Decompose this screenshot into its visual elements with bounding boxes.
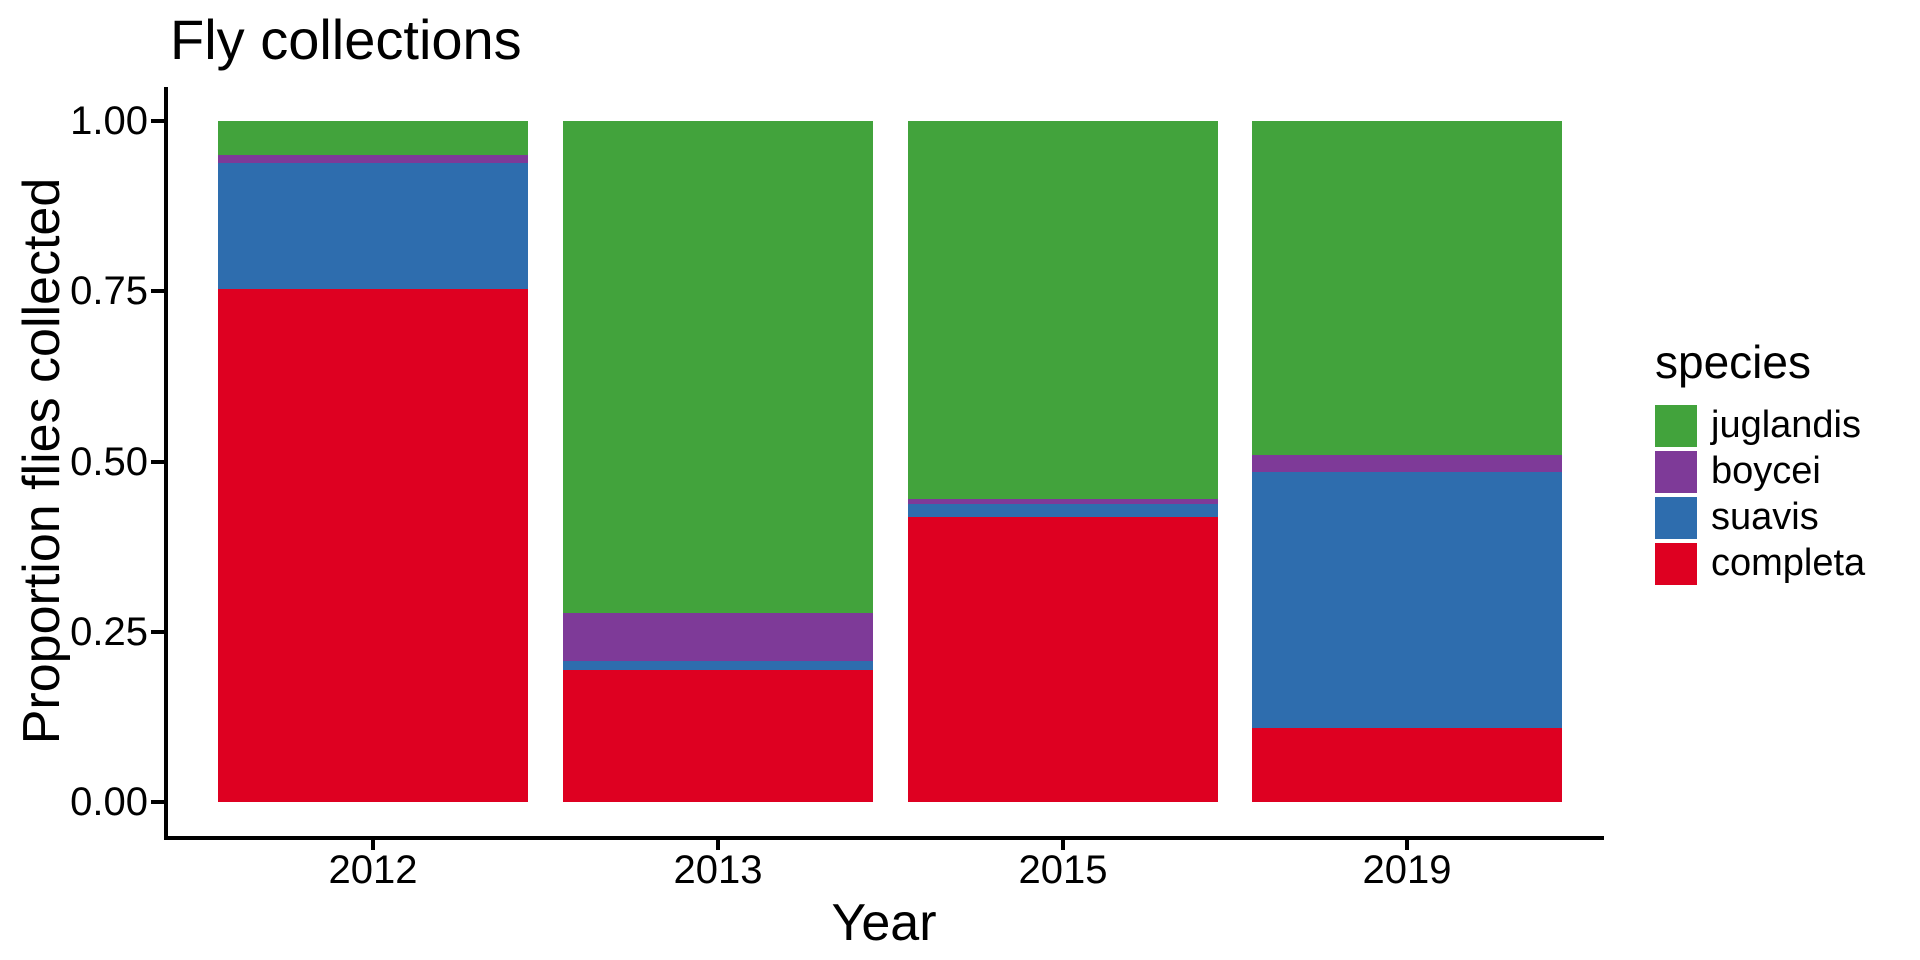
bar-segment-juglandis-2019 — [1252, 121, 1562, 455]
y-tick-mark — [151, 119, 165, 123]
legend-swatch-completa — [1655, 542, 1697, 585]
y-tick-mark — [151, 800, 165, 804]
bar-segment-suavis-2015 — [908, 503, 1218, 517]
bar-segment-suavis-2012 — [218, 163, 528, 290]
bar-segment-juglandis-2012 — [218, 121, 528, 156]
x-tick-label: 2015 — [1018, 848, 1108, 892]
legend-swatch-boycei — [1655, 450, 1697, 493]
y-tick-label: 0.50 — [70, 439, 148, 484]
y-tick-label: 0.75 — [70, 269, 148, 314]
legend-label: suavis — [1711, 496, 1819, 539]
legend-label: juglandis — [1711, 404, 1861, 447]
legend-row: suavis — [1655, 496, 1865, 539]
x-tick-mark — [1405, 836, 1409, 850]
y-tick-mark — [151, 459, 165, 464]
bar-segment-suavis-2019 — [1252, 471, 1562, 728]
x-tick-label: 2013 — [673, 848, 763, 892]
legend-label: boycei — [1711, 450, 1821, 493]
bar-segment-juglandis-2013 — [563, 121, 873, 613]
bar-segment-boycei-2015 — [908, 498, 1218, 504]
bar-segment-boycei-2012 — [218, 155, 528, 164]
legend-label: completa — [1711, 542, 1866, 585]
legend-row: completa — [1655, 542, 1866, 585]
legend-swatch-juglandis — [1655, 404, 1697, 447]
y-tick-label: 0.00 — [70, 780, 148, 824]
bar-segment-completa-2013 — [563, 669, 873, 802]
x-axis-line — [164, 836, 1604, 840]
bar-segment-completa-2019 — [1252, 727, 1562, 802]
y-tick-label: 1.00 — [70, 99, 148, 143]
legend-row: juglandis — [1655, 404, 1865, 447]
chart-title: Fly collections — [170, 8, 522, 71]
y-axis-line — [164, 87, 168, 840]
y-tick-mark — [151, 629, 165, 634]
y-tick-mark — [151, 289, 165, 294]
bar-segment-boycei-2013 — [563, 612, 873, 662]
y-tick-label: 0.25 — [70, 609, 148, 654]
x-tick-label: 2012 — [328, 848, 418, 892]
legend: species juglandis boycei suavis completa — [1655, 336, 1865, 589]
legend-swatch-suavis — [1655, 496, 1697, 539]
legend-title: species — [1655, 336, 1811, 388]
x-tick-mark — [716, 836, 720, 850]
x-tick-mark — [371, 836, 375, 850]
x-tick-mark — [1061, 836, 1065, 850]
bar-segment-completa-2015 — [908, 516, 1218, 802]
bar-segment-boycei-2019 — [1252, 454, 1562, 472]
bar-segment-juglandis-2015 — [908, 121, 1218, 499]
bar-segment-suavis-2013 — [563, 661, 873, 670]
x-tick-label: 2019 — [1362, 848, 1452, 892]
x-axis-title: Year — [831, 894, 937, 952]
bar-segment-completa-2012 — [218, 289, 528, 802]
legend-row: boycei — [1655, 450, 1865, 493]
